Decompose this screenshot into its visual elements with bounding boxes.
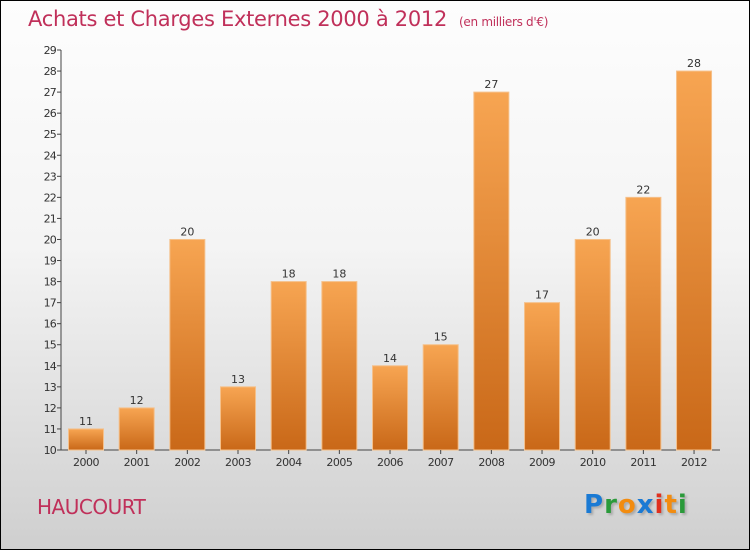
proxiti-logo: Proxiti — [584, 490, 688, 520]
x-tick-label: 2006 — [377, 456, 403, 469]
data-label: 18 — [332, 268, 346, 281]
y-tick-label: 22 — [44, 191, 56, 204]
logo-letter: o — [617, 490, 637, 520]
bar-2011 — [625, 196, 662, 451]
data-label: 28 — [687, 57, 701, 70]
y-tick-label: 16 — [44, 318, 57, 331]
data-label: 22 — [636, 183, 650, 196]
x-tick-label: 2011 — [630, 456, 656, 469]
bar-2004 — [270, 281, 307, 451]
logo-letter: i — [677, 490, 688, 520]
data-label: 20 — [180, 225, 194, 238]
logo-letter: P — [584, 490, 605, 520]
y-tick-label: 26 — [44, 107, 57, 120]
y-tick-label: 13 — [44, 381, 57, 394]
data-label: 20 — [586, 225, 600, 238]
bar-2012 — [676, 70, 713, 451]
y-tick-label: 12 — [44, 402, 56, 415]
bar-2000 — [68, 428, 104, 451]
y-tick-label: 21 — [44, 212, 56, 225]
y-tick-label: 28 — [44, 65, 57, 78]
y-tick-label: 14 — [44, 360, 57, 373]
x-tick-label: 2009 — [529, 456, 555, 469]
x-tick-label: 2004 — [276, 456, 302, 469]
y-tick-label: 15 — [44, 339, 57, 352]
y-tick-label: 23 — [44, 170, 57, 183]
x-tick-label: 2001 — [124, 456, 150, 469]
bar-2008 — [473, 91, 510, 451]
bar-2009 — [524, 302, 561, 451]
bar-2010 — [574, 238, 611, 451]
data-label: 14 — [383, 352, 397, 365]
y-tick-label: 24 — [44, 149, 57, 162]
logo-letter: x — [636, 490, 655, 520]
data-label: 17 — [535, 289, 549, 302]
y-tick-label: 29 — [44, 44, 57, 57]
unit-label: (en milliers d'€) — [459, 15, 549, 29]
data-label: 12 — [130, 394, 144, 407]
x-tick-label: 2008 — [478, 456, 504, 469]
data-label: 11 — [79, 415, 93, 428]
title-text: Achats et Charges Externes 2000 à 2012 — [28, 7, 448, 31]
data-label: 13 — [231, 373, 245, 386]
data-label: 15 — [434, 331, 448, 344]
y-tick-label: 19 — [44, 255, 57, 268]
data-label: 18 — [282, 268, 296, 281]
x-tick-label: 2012 — [681, 456, 707, 469]
bar-2007 — [422, 344, 459, 451]
x-tick-label: 2010 — [580, 456, 606, 469]
data-label: 27 — [484, 78, 498, 91]
y-tick-label: 10 — [44, 444, 57, 457]
y-tick-label: 18 — [44, 276, 57, 289]
bar-2005 — [321, 281, 358, 451]
x-tick-label: 2002 — [174, 456, 200, 469]
logo-letter: r — [604, 490, 618, 520]
x-tick-label: 2007 — [428, 456, 454, 469]
bar-2001 — [118, 407, 155, 451]
y-tick-label: 20 — [44, 233, 57, 246]
logo-letter: i — [654, 490, 665, 520]
y-tick-label: 17 — [44, 297, 57, 310]
y-tick-label: 27 — [44, 86, 57, 99]
logo-letter: t — [664, 490, 678, 520]
bar-2002 — [169, 238, 206, 451]
y-tick-label: 11 — [44, 423, 56, 436]
bar-2006 — [372, 365, 409, 451]
x-tick-label: 2003 — [225, 456, 251, 469]
x-tick-label: 2000 — [73, 456, 99, 469]
x-tick-label: 2005 — [326, 456, 352, 469]
chart-title: Achats et Charges Externes 2000 à 2012 (e… — [28, 7, 548, 31]
commune-name: HAUCOURT — [37, 495, 146, 519]
bar-2003 — [220, 386, 257, 451]
y-tick-label: 25 — [44, 128, 57, 141]
